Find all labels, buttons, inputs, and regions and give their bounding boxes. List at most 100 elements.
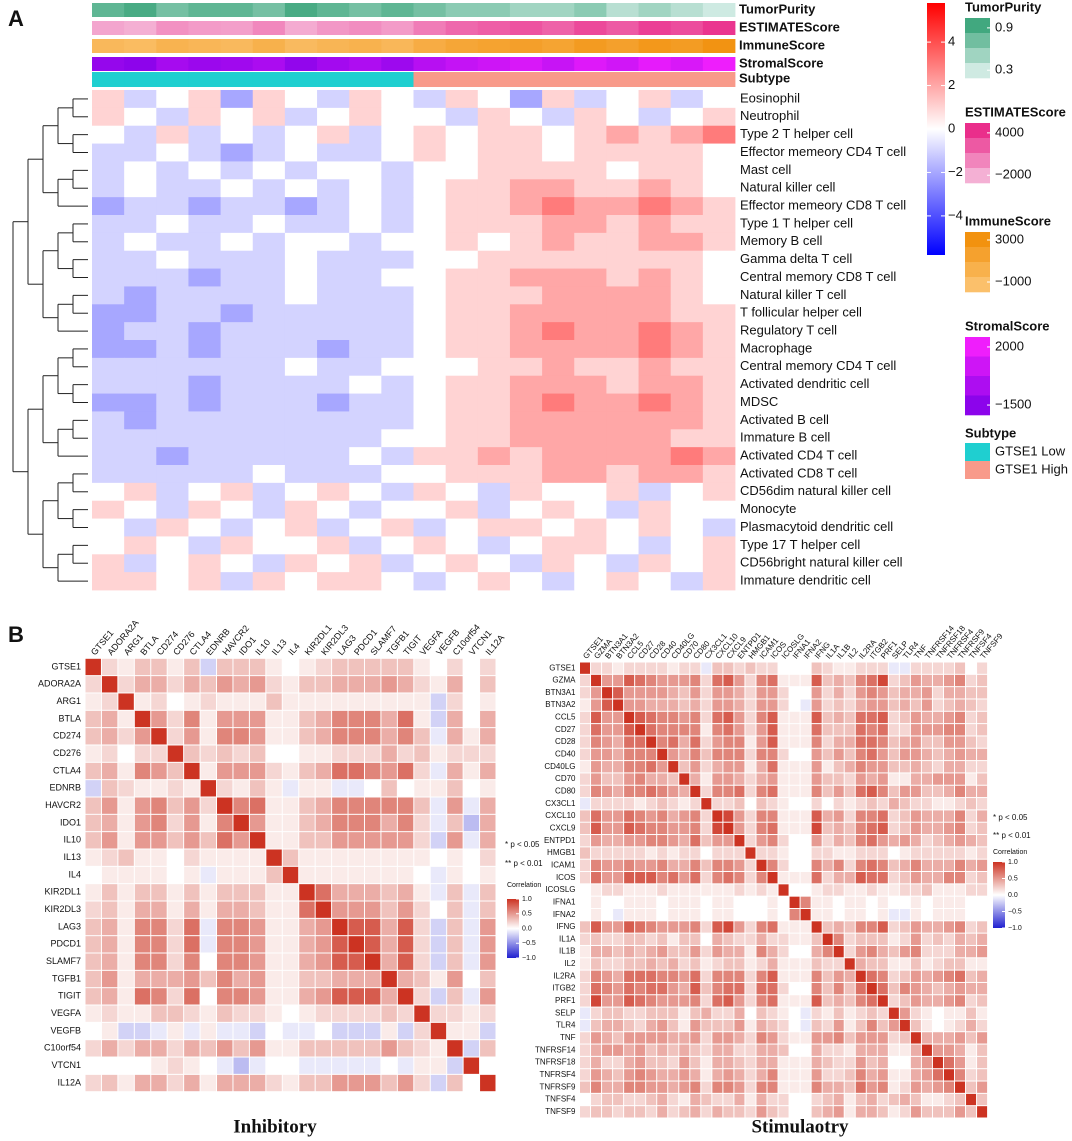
heat-cell xyxy=(188,179,221,198)
corr-cell xyxy=(602,699,613,711)
corr-cell xyxy=(151,832,167,849)
heat-cell xyxy=(606,179,639,198)
corr-cell xyxy=(480,901,496,918)
heat-cell xyxy=(445,411,479,430)
corr-cell xyxy=(217,832,233,849)
corr-cell xyxy=(580,1093,591,1106)
corr-cell xyxy=(866,884,877,896)
corr-cell xyxy=(679,908,690,921)
heat-cell xyxy=(252,447,286,466)
corr-cell xyxy=(701,970,712,982)
corr-cell xyxy=(414,710,430,728)
track-cell xyxy=(252,21,286,35)
corr-cell xyxy=(723,1032,734,1044)
corr-cell xyxy=(833,785,844,798)
corr-cell xyxy=(723,773,734,785)
heat-cell xyxy=(413,518,447,537)
corr-cell xyxy=(602,785,613,798)
colorbar-label: −0.5 xyxy=(522,940,536,947)
corr-cell xyxy=(888,1007,899,1019)
corr-cell xyxy=(690,785,701,798)
corr-cell xyxy=(977,687,988,699)
corr-cell xyxy=(712,933,723,945)
corr-cell xyxy=(613,847,624,859)
corr-cell xyxy=(635,945,646,958)
corr-cell xyxy=(364,710,381,728)
corr-cell xyxy=(217,866,233,884)
colorbar-label: 0.5 xyxy=(522,911,532,918)
heat-cell xyxy=(92,447,125,466)
corr-cell xyxy=(167,814,184,832)
corr-cell xyxy=(430,849,447,866)
corr-cell xyxy=(932,995,943,1007)
heat-cell xyxy=(445,429,479,448)
heat-cell xyxy=(381,161,414,180)
track-cell xyxy=(317,3,350,17)
heat-cell xyxy=(317,518,350,537)
corr-cell xyxy=(977,1093,988,1106)
corr-cell xyxy=(430,762,447,780)
heat-cell xyxy=(156,393,189,412)
corr-cell xyxy=(480,710,496,728)
heat-cell xyxy=(574,161,607,180)
corr-cell xyxy=(233,832,249,849)
corr-cell xyxy=(348,1040,364,1057)
corr-cell xyxy=(414,676,430,693)
heat-cell xyxy=(349,232,382,252)
corr-cell xyxy=(778,1044,789,1056)
heat-cell xyxy=(509,554,543,573)
corr-cell xyxy=(646,1069,657,1081)
heat-cell xyxy=(445,143,479,162)
corr-cell xyxy=(977,847,988,859)
corr-cell xyxy=(866,1032,877,1044)
corr-cell xyxy=(921,674,932,687)
corr-cell xyxy=(679,785,690,798)
heat-cell xyxy=(381,375,414,394)
corr-cell xyxy=(151,658,167,676)
heat-cell xyxy=(477,143,511,162)
subtype-cell xyxy=(445,72,479,87)
corr-cell xyxy=(833,982,844,995)
corr-cell xyxy=(613,1007,624,1019)
corr-cell xyxy=(844,662,855,674)
corr-cell xyxy=(646,1056,657,1069)
corr-cell xyxy=(745,822,756,835)
corr-cell xyxy=(217,797,233,814)
corr-cell xyxy=(811,736,822,748)
heat-cell xyxy=(574,232,607,252)
row-label: Memory B cell xyxy=(740,233,822,248)
corr-cell xyxy=(635,847,646,859)
corr-cell xyxy=(789,687,800,699)
corr-cell xyxy=(966,835,977,847)
corr-cell xyxy=(167,901,184,918)
heat-cell xyxy=(413,268,447,287)
heat-cell xyxy=(220,572,254,591)
corr-cell xyxy=(580,933,591,945)
corr-cell xyxy=(85,849,101,866)
corr-cell xyxy=(800,859,811,872)
row-label: SELP xyxy=(555,1008,575,1017)
corr-cell xyxy=(591,884,602,896)
corr-cell xyxy=(299,693,315,710)
corr-cell xyxy=(430,970,447,988)
heat-cell xyxy=(413,536,447,555)
subtype-cell xyxy=(638,72,672,87)
corr-cell xyxy=(657,736,668,748)
corr-cell xyxy=(955,724,966,736)
row-label: Macrophage xyxy=(740,340,812,355)
heat-cell xyxy=(413,250,447,269)
corr-cell xyxy=(657,662,668,674)
corr-cell xyxy=(134,1040,151,1057)
corr-cell xyxy=(833,822,844,835)
heat-cell xyxy=(284,90,318,109)
corr-cell xyxy=(789,662,800,674)
corr-cell xyxy=(480,676,496,693)
corr-cell xyxy=(151,676,167,693)
corr-cell xyxy=(690,822,701,835)
row-label: CCL5 xyxy=(555,713,576,722)
corr-cell xyxy=(966,1081,977,1093)
corr-cell xyxy=(778,711,789,724)
corr-cell xyxy=(921,945,932,958)
corr-cell xyxy=(955,822,966,835)
corr-cell xyxy=(877,982,888,995)
